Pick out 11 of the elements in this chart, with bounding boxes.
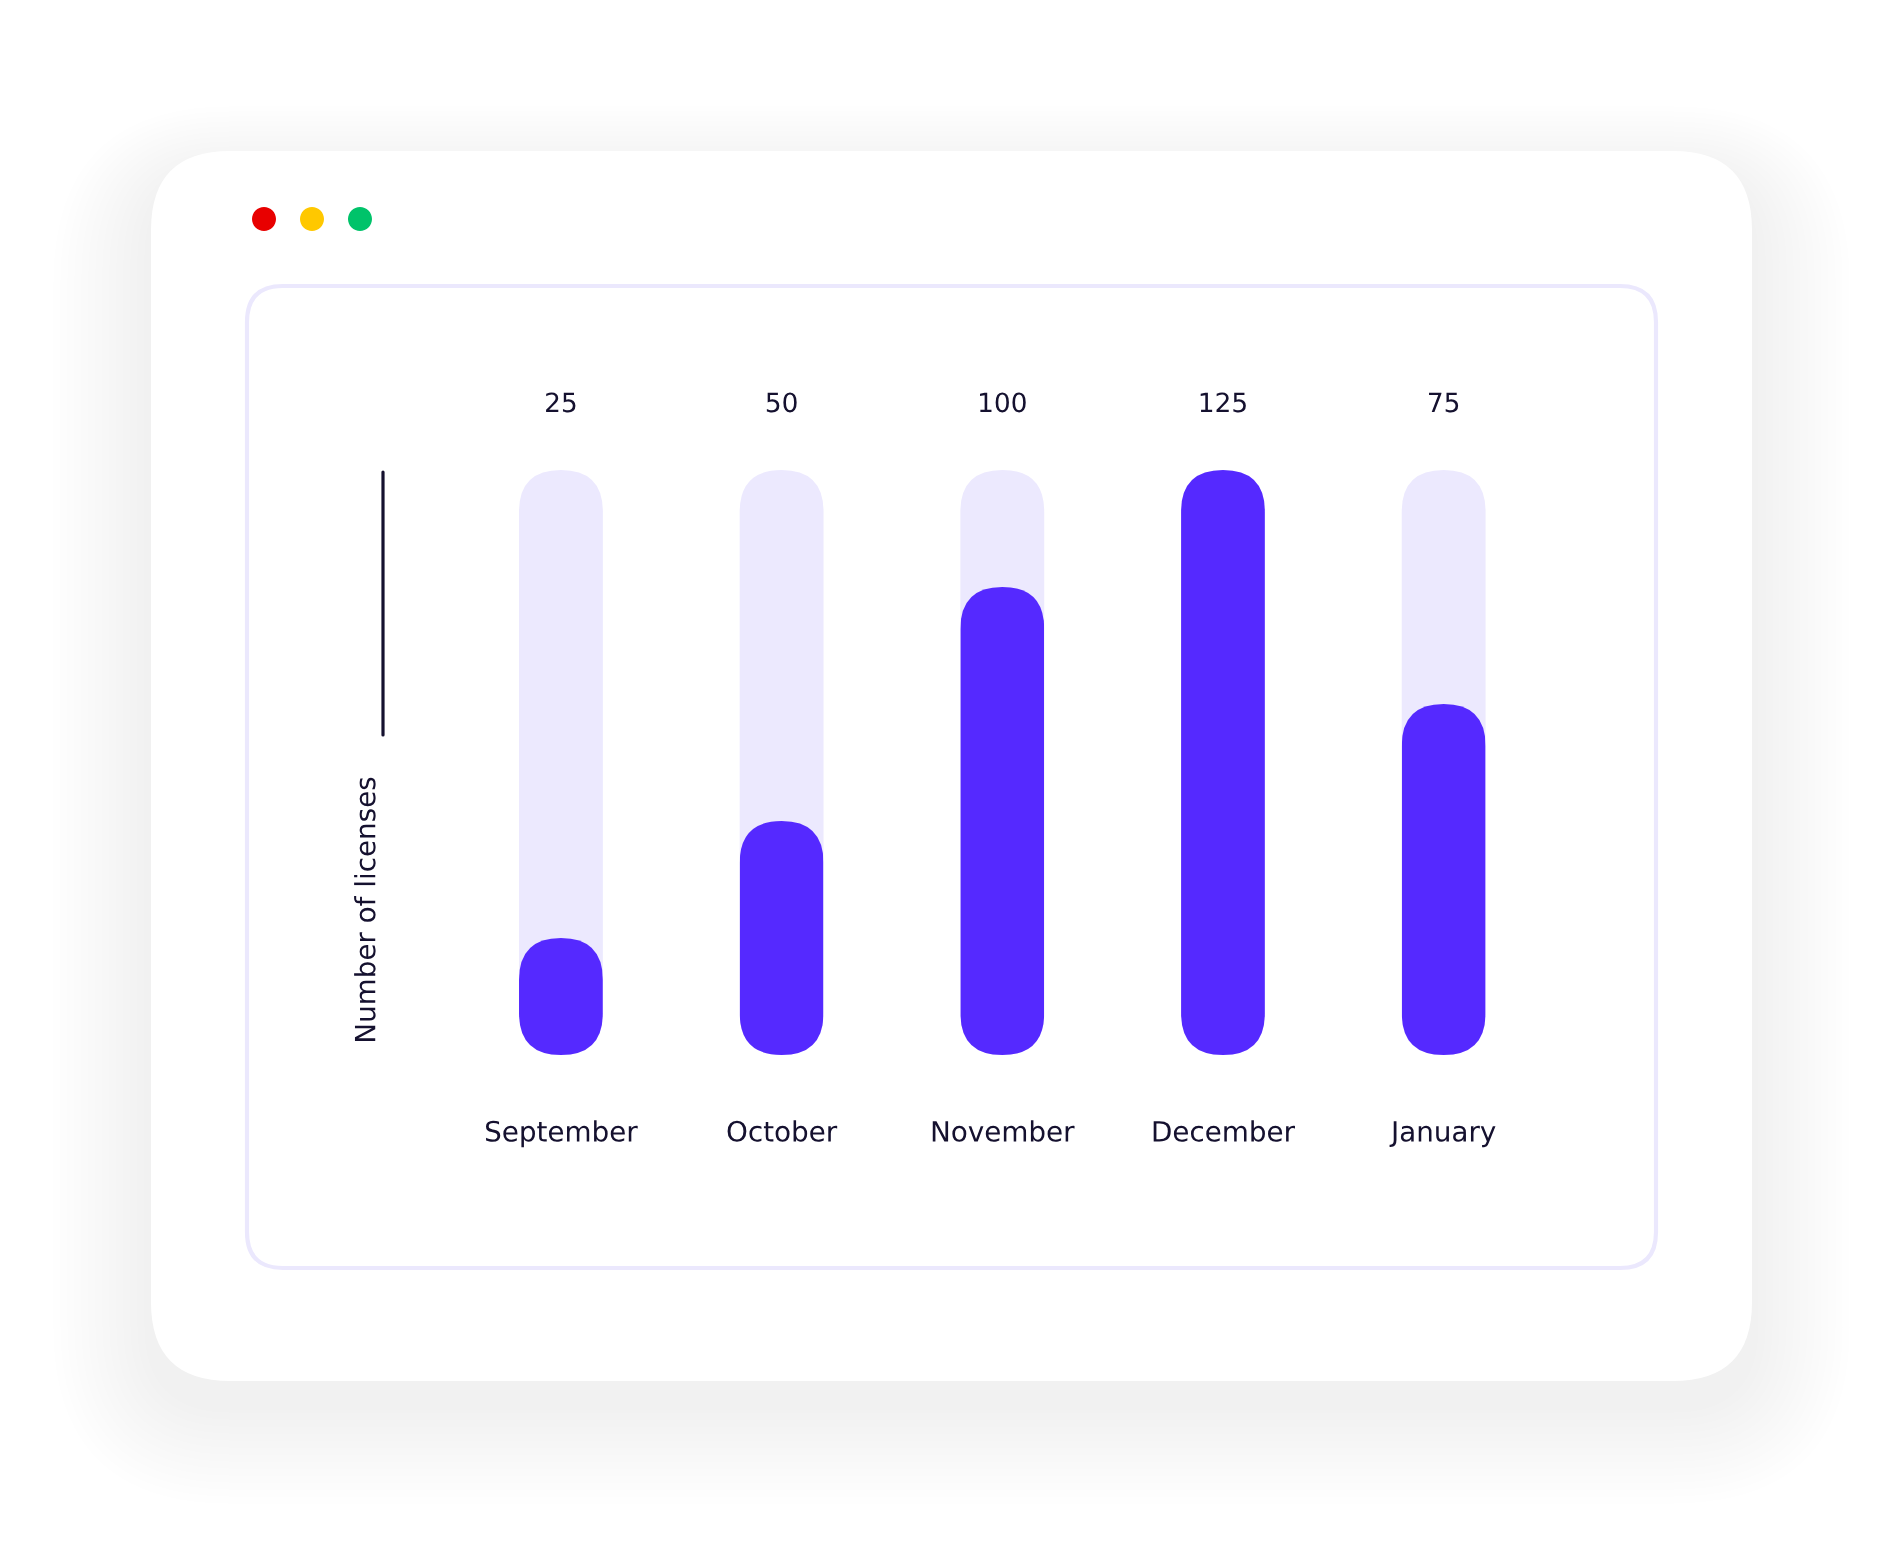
data-label: 75 [1429,392,1459,413]
x-tick-label: September [486,1120,638,1148]
data-label: 125 [1200,392,1246,413]
data-label: 25 [546,392,576,413]
y-axis-title: Number of licenses [354,777,376,1041]
data-label: 50 [766,392,797,413]
x-tick-label: January [1389,1121,1496,1148]
x-tick-label: November [932,1120,1075,1142]
data-label: 100 [980,392,1026,413]
x-tick-label: December [1153,1120,1295,1142]
x-tick-label: October [727,1120,838,1142]
